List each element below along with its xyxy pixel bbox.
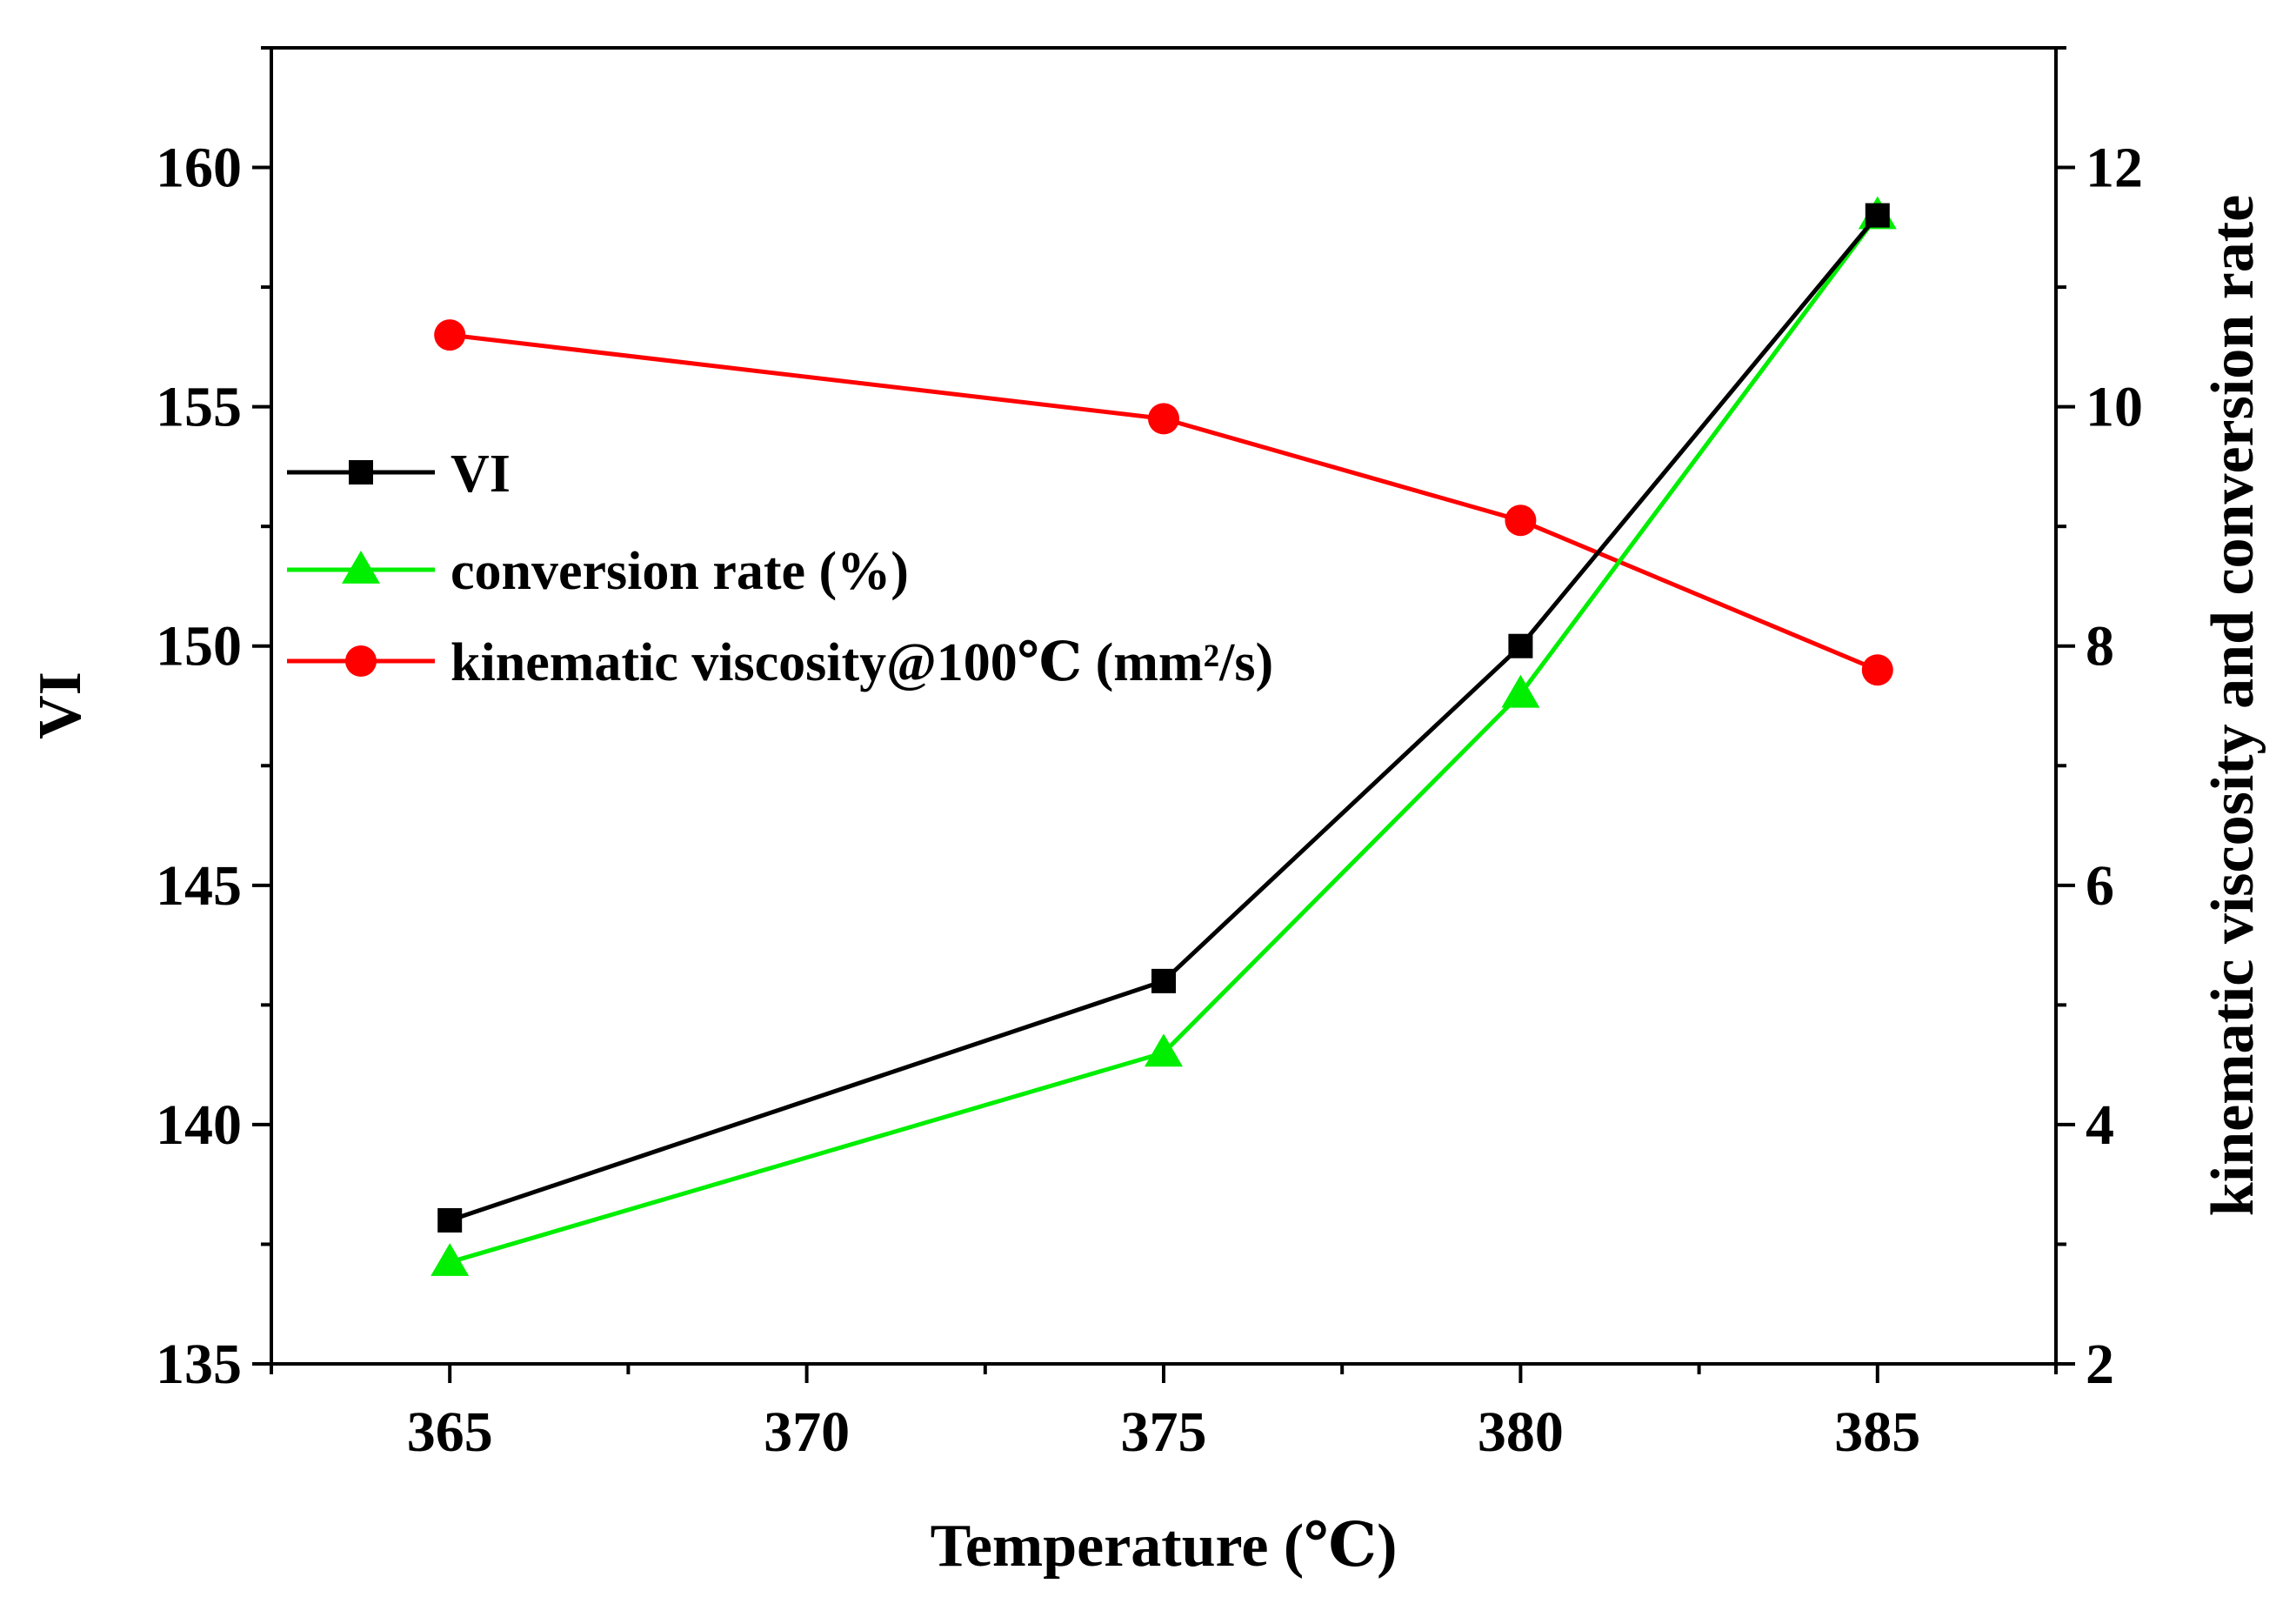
data-point-conversion-rate xyxy=(1501,674,1540,708)
y-axis-right: 2 4 6 8 10 12 xyxy=(2056,46,2143,1396)
x-axis: 365 370 375 380 385 xyxy=(270,1364,2058,1464)
y-right-tick-label: 8 xyxy=(2086,615,2114,678)
plot-frame xyxy=(270,46,2058,1366)
x-tick-label: 375 xyxy=(1121,1400,1207,1464)
legend-marker-conversion-rate xyxy=(342,551,380,584)
y-right-tick-label: 10 xyxy=(2086,376,2143,439)
y-right-tick-label: 6 xyxy=(2086,854,2114,918)
legend-marker-kinematic-viscosity xyxy=(345,645,377,677)
legend-label-vi: VI xyxy=(451,444,511,504)
y-left-tick-label: 140 xyxy=(156,1093,242,1157)
data-point-kinematic-viscosity xyxy=(1505,504,1537,537)
y-right-tick-label: 12 xyxy=(2086,137,2143,200)
legend-label-conversion-rate: conversion rate (%) xyxy=(451,542,909,601)
data-point-vi xyxy=(437,1207,463,1233)
y-right-tick-label: 2 xyxy=(2086,1333,2114,1396)
data-point-vi xyxy=(1865,203,1890,228)
data-point-conversion-rate xyxy=(430,1243,470,1276)
series-layer xyxy=(430,196,1897,1276)
x-tick-label: 385 xyxy=(1834,1400,1920,1464)
series-line-kinematic-viscosity xyxy=(449,332,1879,672)
y-left-tick-label: 135 xyxy=(156,1333,242,1396)
data-point-kinematic-viscosity xyxy=(434,319,466,351)
y-axis-left: 135 140 145 150 155 160 xyxy=(156,46,271,1396)
x-axis-title: Temperature (℃) xyxy=(931,1513,1398,1580)
legend-marker-vi xyxy=(349,460,373,484)
legend: VI conversion rate (%) kinematic viscosity… xyxy=(287,444,1273,692)
data-point-kinematic-viscosity xyxy=(1148,403,1179,435)
legend-label-kinematic-viscosity: kinematic viscosity@100℃ (mm²/s) xyxy=(451,633,1273,692)
y-right-tick-label: 4 xyxy=(2086,1093,2114,1157)
x-tick-label: 365 xyxy=(407,1400,493,1464)
x-tick-label: 380 xyxy=(1478,1400,1564,1464)
y-left-tick-label: 145 xyxy=(156,854,242,918)
series-line-conversion-rate xyxy=(449,214,1879,1265)
y-left-tick-label: 150 xyxy=(156,615,242,678)
x-tick-label: 370 xyxy=(764,1400,850,1464)
y-left-tick-label: 155 xyxy=(156,376,242,439)
data-point-vi xyxy=(1508,633,1533,658)
series-line-vi xyxy=(449,213,1879,1223)
data-point-kinematic-viscosity xyxy=(1861,654,1893,686)
data-point-conversion-rate xyxy=(1145,1033,1183,1067)
data-point-vi xyxy=(1151,968,1176,993)
y-axis-left-title: VI xyxy=(27,672,94,739)
y-axis-right-title: kinematic viscosity and conversion rate xyxy=(2199,195,2266,1216)
y-left-tick-label: 160 xyxy=(156,137,242,200)
